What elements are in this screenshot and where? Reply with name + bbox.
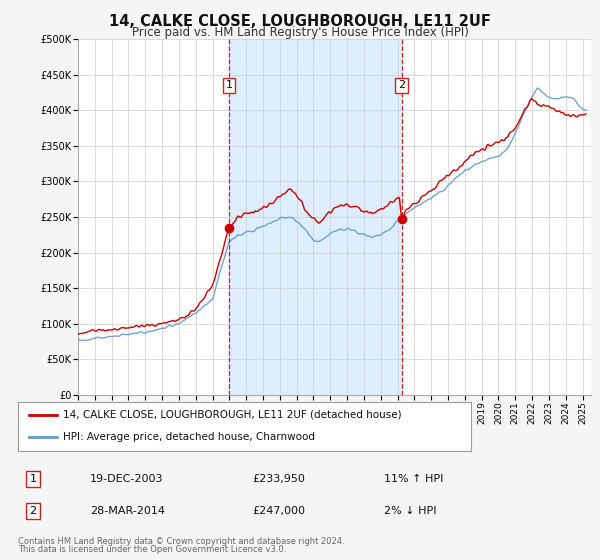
Text: £233,950: £233,950: [252, 474, 305, 484]
Bar: [229, 39, 401, 395]
Text: £247,000: £247,000: [252, 506, 305, 516]
Text: HPI: Average price, detached house, Charnwood: HPI: Average price, detached house, Char…: [64, 432, 316, 442]
Text: 1: 1: [226, 81, 232, 90]
Text: Price paid vs. HM Land Registry's House Price Index (HPI): Price paid vs. HM Land Registry's House …: [131, 26, 469, 39]
Text: 11% ↑ HPI: 11% ↑ HPI: [384, 474, 443, 484]
Text: 2% ↓ HPI: 2% ↓ HPI: [384, 506, 437, 516]
Text: 2: 2: [398, 81, 405, 90]
Text: 14, CALKE CLOSE, LOUGHBOROUGH, LE11 2UF (detached house): 14, CALKE CLOSE, LOUGHBOROUGH, LE11 2UF …: [64, 410, 402, 420]
Text: 14, CALKE CLOSE, LOUGHBOROUGH, LE11 2UF: 14, CALKE CLOSE, LOUGHBOROUGH, LE11 2UF: [109, 14, 491, 29]
Text: 19-DEC-2003: 19-DEC-2003: [90, 474, 163, 484]
Text: 1: 1: [29, 474, 37, 484]
Text: 2: 2: [29, 506, 37, 516]
Text: 28-MAR-2014: 28-MAR-2014: [90, 506, 165, 516]
Text: Contains HM Land Registry data © Crown copyright and database right 2024.: Contains HM Land Registry data © Crown c…: [18, 537, 344, 546]
Text: This data is licensed under the Open Government Licence v3.0.: This data is licensed under the Open Gov…: [18, 545, 286, 554]
